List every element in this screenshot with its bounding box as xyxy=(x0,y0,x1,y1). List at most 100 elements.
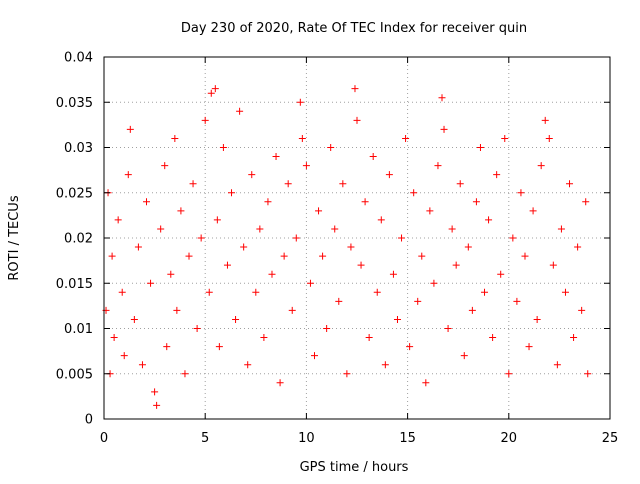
data-point xyxy=(157,225,165,233)
data-point xyxy=(244,361,252,369)
data-point xyxy=(248,171,256,179)
data-point xyxy=(153,401,161,409)
data-point xyxy=(110,334,118,342)
data-point xyxy=(438,94,446,102)
data-point xyxy=(406,343,414,351)
data-point xyxy=(501,134,509,142)
data-point xyxy=(343,370,351,378)
data-point xyxy=(389,270,397,278)
data-point xyxy=(422,379,430,387)
data-point xyxy=(434,162,442,170)
x-tick-label: 20 xyxy=(501,431,518,446)
data-point xyxy=(124,171,132,179)
data-point xyxy=(335,297,343,305)
data-point xyxy=(161,162,169,170)
data-point xyxy=(361,198,369,206)
data-point xyxy=(347,243,355,251)
data-point xyxy=(138,361,146,369)
data-point xyxy=(533,315,541,323)
data-point xyxy=(197,234,205,242)
data-point xyxy=(171,134,179,142)
data-point xyxy=(402,134,410,142)
data-point xyxy=(177,207,185,215)
data-point xyxy=(167,270,175,278)
data-point xyxy=(256,225,264,233)
y-tick-label: 0.035 xyxy=(56,96,93,111)
data-point xyxy=(549,261,557,269)
data-point xyxy=(272,153,280,161)
data-point xyxy=(173,306,181,314)
data-point xyxy=(357,261,365,269)
x-tick-label: 15 xyxy=(399,431,416,446)
data-points xyxy=(102,85,592,409)
data-point xyxy=(460,352,468,360)
data-point xyxy=(582,198,590,206)
data-point xyxy=(302,162,310,170)
data-point xyxy=(280,252,288,260)
data-point xyxy=(120,352,128,360)
data-point xyxy=(365,334,373,342)
data-point xyxy=(377,216,385,224)
data-point xyxy=(393,315,401,323)
data-point xyxy=(545,134,553,142)
data-point xyxy=(464,243,472,251)
data-point xyxy=(240,243,248,251)
data-point xyxy=(351,85,359,93)
x-tick-label: 0 xyxy=(100,431,108,446)
data-point xyxy=(566,180,574,188)
data-point xyxy=(201,116,209,124)
data-point xyxy=(410,189,418,197)
data-point xyxy=(232,315,240,323)
data-point xyxy=(143,198,151,206)
data-point xyxy=(205,288,213,296)
x-tick-label: 10 xyxy=(298,431,315,446)
data-point xyxy=(298,134,306,142)
data-point xyxy=(151,388,159,396)
data-point xyxy=(385,171,393,179)
data-point xyxy=(430,279,438,287)
data-point xyxy=(426,207,434,215)
data-point xyxy=(472,198,480,206)
data-point xyxy=(331,225,339,233)
y-tick-label: 0.015 xyxy=(56,277,93,292)
data-point xyxy=(339,180,347,188)
x-tick-label: 5 xyxy=(201,431,209,446)
data-point xyxy=(448,225,456,233)
data-point xyxy=(310,352,318,360)
data-point xyxy=(134,243,142,251)
data-point xyxy=(444,325,452,332)
data-point xyxy=(126,125,134,133)
data-point xyxy=(264,198,272,206)
data-point xyxy=(223,261,231,269)
data-point xyxy=(373,288,381,296)
y-tick-label: 0.005 xyxy=(56,367,93,382)
data-point xyxy=(553,361,561,369)
data-point xyxy=(189,180,197,188)
data-point xyxy=(327,144,335,151)
data-point xyxy=(529,207,537,215)
data-point xyxy=(228,189,236,197)
data-point xyxy=(570,334,578,342)
y-axis: 0 0.005 0.01 0.015 0.02 0.025 0.03 0.035 0.04 xyxy=(56,51,610,428)
data-point xyxy=(574,243,582,251)
data-point xyxy=(414,297,422,305)
data-point xyxy=(513,297,521,305)
data-point xyxy=(578,306,586,314)
data-point xyxy=(319,252,327,260)
data-point xyxy=(276,379,284,387)
data-point xyxy=(130,315,138,323)
data-point xyxy=(418,252,426,260)
data-point xyxy=(584,370,592,378)
x-axis: 0 5 10 15 20 25 xyxy=(100,57,618,446)
data-point xyxy=(211,85,219,93)
data-point xyxy=(537,162,545,170)
chart-title: Day 230 of 2020, Rate Of TEC Index for r… xyxy=(181,21,527,36)
data-point xyxy=(493,171,501,179)
data-point xyxy=(163,343,171,351)
y-tick-label: 0.03 xyxy=(64,141,93,156)
y-axis-label: ROTI / TECUs xyxy=(7,195,22,280)
data-point xyxy=(456,180,464,188)
data-point xyxy=(381,361,389,369)
